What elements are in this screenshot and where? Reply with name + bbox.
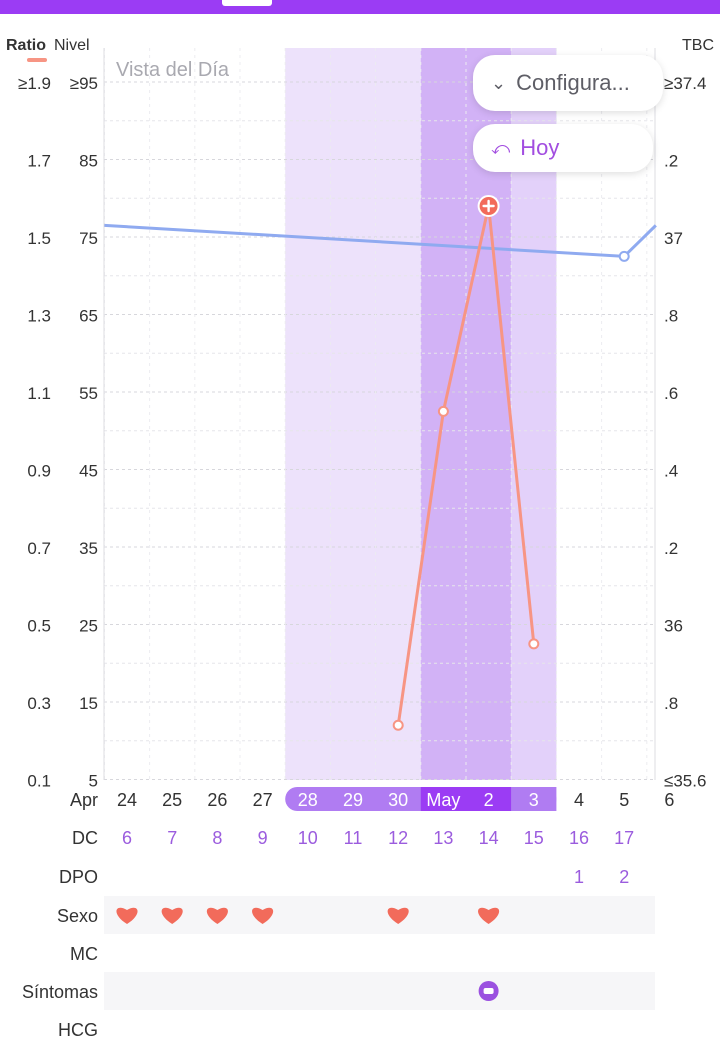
cycle-day-label: 16 <box>569 828 589 848</box>
plus-icon <box>482 199 495 213</box>
date-tick-label: 28 <box>298 790 318 810</box>
cycle-day-label: 9 <box>258 828 268 848</box>
level-tick-label: 55 <box>79 384 98 403</box>
ratio-tick-label: 0.5 <box>27 617 51 636</box>
dpo-value-label: 1 <box>574 867 584 887</box>
cycle-day-label: 7 <box>167 828 177 848</box>
heart-icon <box>478 907 500 924</box>
date-tick-label: 5 <box>619 790 629 810</box>
heart-icon <box>206 907 228 924</box>
config-button-label: Configura... <box>516 70 630 95</box>
cycle-day-label: 17 <box>614 828 634 848</box>
temp-tick-label: .8 <box>664 307 678 326</box>
cycle-day-label: 10 <box>298 828 318 848</box>
date-pill-day <box>511 787 557 811</box>
ratio-tick-label: 0.1 <box>27 772 51 791</box>
date-pill-ovulation <box>420 787 512 811</box>
temp-tick-label: .6 <box>664 384 678 403</box>
event-row-label: HCG <box>58 1020 98 1040</box>
date-tick-label: 24 <box>117 790 137 810</box>
date-tick-label: 6 <box>664 790 674 810</box>
dpo-value-label: 2 <box>619 867 629 887</box>
top-tab-indicator <box>222 0 272 6</box>
level-tick-label: 5 <box>89 772 98 791</box>
heart-icon <box>161 907 183 924</box>
cycle-day-label: 14 <box>479 828 499 848</box>
level-tick-label: 85 <box>79 152 98 171</box>
today-button-label: Hoy <box>520 135 560 160</box>
ratio-axis-label: Ratio <box>6 37 46 54</box>
ratio-tick-label: 0.9 <box>27 462 51 481</box>
chevron-down-icon: ⌄ <box>491 72 507 93</box>
cycle-day-label: 8 <box>212 828 222 848</box>
temp-tick-label: .4 <box>664 462 678 481</box>
cycle-day-label: 13 <box>433 828 453 848</box>
temp-point <box>618 250 630 262</box>
temp-tick-label: 36 <box>664 617 683 636</box>
config-button[interactable]: ⌄ Configura... <box>473 55 663 111</box>
level-tick-label: 45 <box>79 462 98 481</box>
level-tick-label: 35 <box>79 539 98 558</box>
ratio-tick-label: 1.7 <box>27 152 51 171</box>
date-tick-label: 29 <box>343 790 363 810</box>
event-row-label: Sexo <box>57 906 98 926</box>
row-shading <box>104 896 655 934</box>
date-tick-label: 30 <box>388 790 408 810</box>
ratio-tick-label: ≥1.9 <box>18 74 51 93</box>
dc-row-label: DC <box>72 828 98 848</box>
return-arrow-icon: ⤺ <box>491 137 511 158</box>
ratio-tick-label: 1.3 <box>27 307 51 326</box>
symptom-glyph <box>483 988 494 994</box>
dpo-row-label: DPO <box>59 867 98 887</box>
level-tick-label: 65 <box>79 307 98 326</box>
today-button[interactable]: ⤺ Hoy <box>473 124 653 172</box>
day-view-label: Vista del Día <box>116 59 230 81</box>
date-tick-label: 25 <box>162 790 182 810</box>
cycle-day-label: 15 <box>524 828 544 848</box>
date-tick-label: 26 <box>207 790 227 810</box>
heart-icon <box>252 907 274 924</box>
level-tick-label: 75 <box>79 229 98 248</box>
level-tick-label: 25 <box>79 617 98 636</box>
date-tick-label: 2 <box>484 790 494 810</box>
date-tick-label: May <box>426 790 460 810</box>
temp-tick-label: ≥37.4 <box>664 74 706 93</box>
cycle-day-label: 12 <box>388 828 408 848</box>
date-tick-label: 3 <box>529 790 539 810</box>
ratio-point <box>392 719 404 731</box>
row-shading <box>104 972 655 1010</box>
cycle-day-label: 11 <box>344 828 363 848</box>
ratio-tick-label: 0.7 <box>27 539 51 558</box>
date-tick-label: 4 <box>574 790 584 810</box>
ratio-tick-label: 0.3 <box>27 694 51 713</box>
ratio-point <box>528 638 540 650</box>
ratio-legend-swatch <box>27 58 47 62</box>
ratio-series-line <box>396 205 536 726</box>
ratio-tick-label: 1.1 <box>27 384 51 403</box>
heart-icon <box>387 907 409 924</box>
ratio-point <box>437 405 449 417</box>
temp-tick-label: .2 <box>664 539 678 558</box>
heart-icon <box>116 907 138 924</box>
temp-tick-label: .8 <box>664 694 678 713</box>
event-row-label: MC <box>70 944 98 964</box>
level-axis-label: Nivel <box>54 37 90 54</box>
level-tick-label: 15 <box>79 694 98 713</box>
temp-tick-label: ≤35.6 <box>664 772 706 791</box>
event-row-label: Síntomas <box>22 982 98 1002</box>
date-tick-label: 27 <box>253 790 273 810</box>
temp-axis-label: TBC <box>682 37 714 54</box>
ratio-tick-label: 1.5 <box>27 229 51 248</box>
cycle-day-label: 6 <box>122 828 132 848</box>
month-label: Apr <box>70 790 98 810</box>
top-bar <box>0 0 720 14</box>
temp-tick-label: .2 <box>664 152 678 171</box>
level-tick-label: ≥95 <box>70 74 98 93</box>
temp-tick-label: 37 <box>664 229 683 248</box>
